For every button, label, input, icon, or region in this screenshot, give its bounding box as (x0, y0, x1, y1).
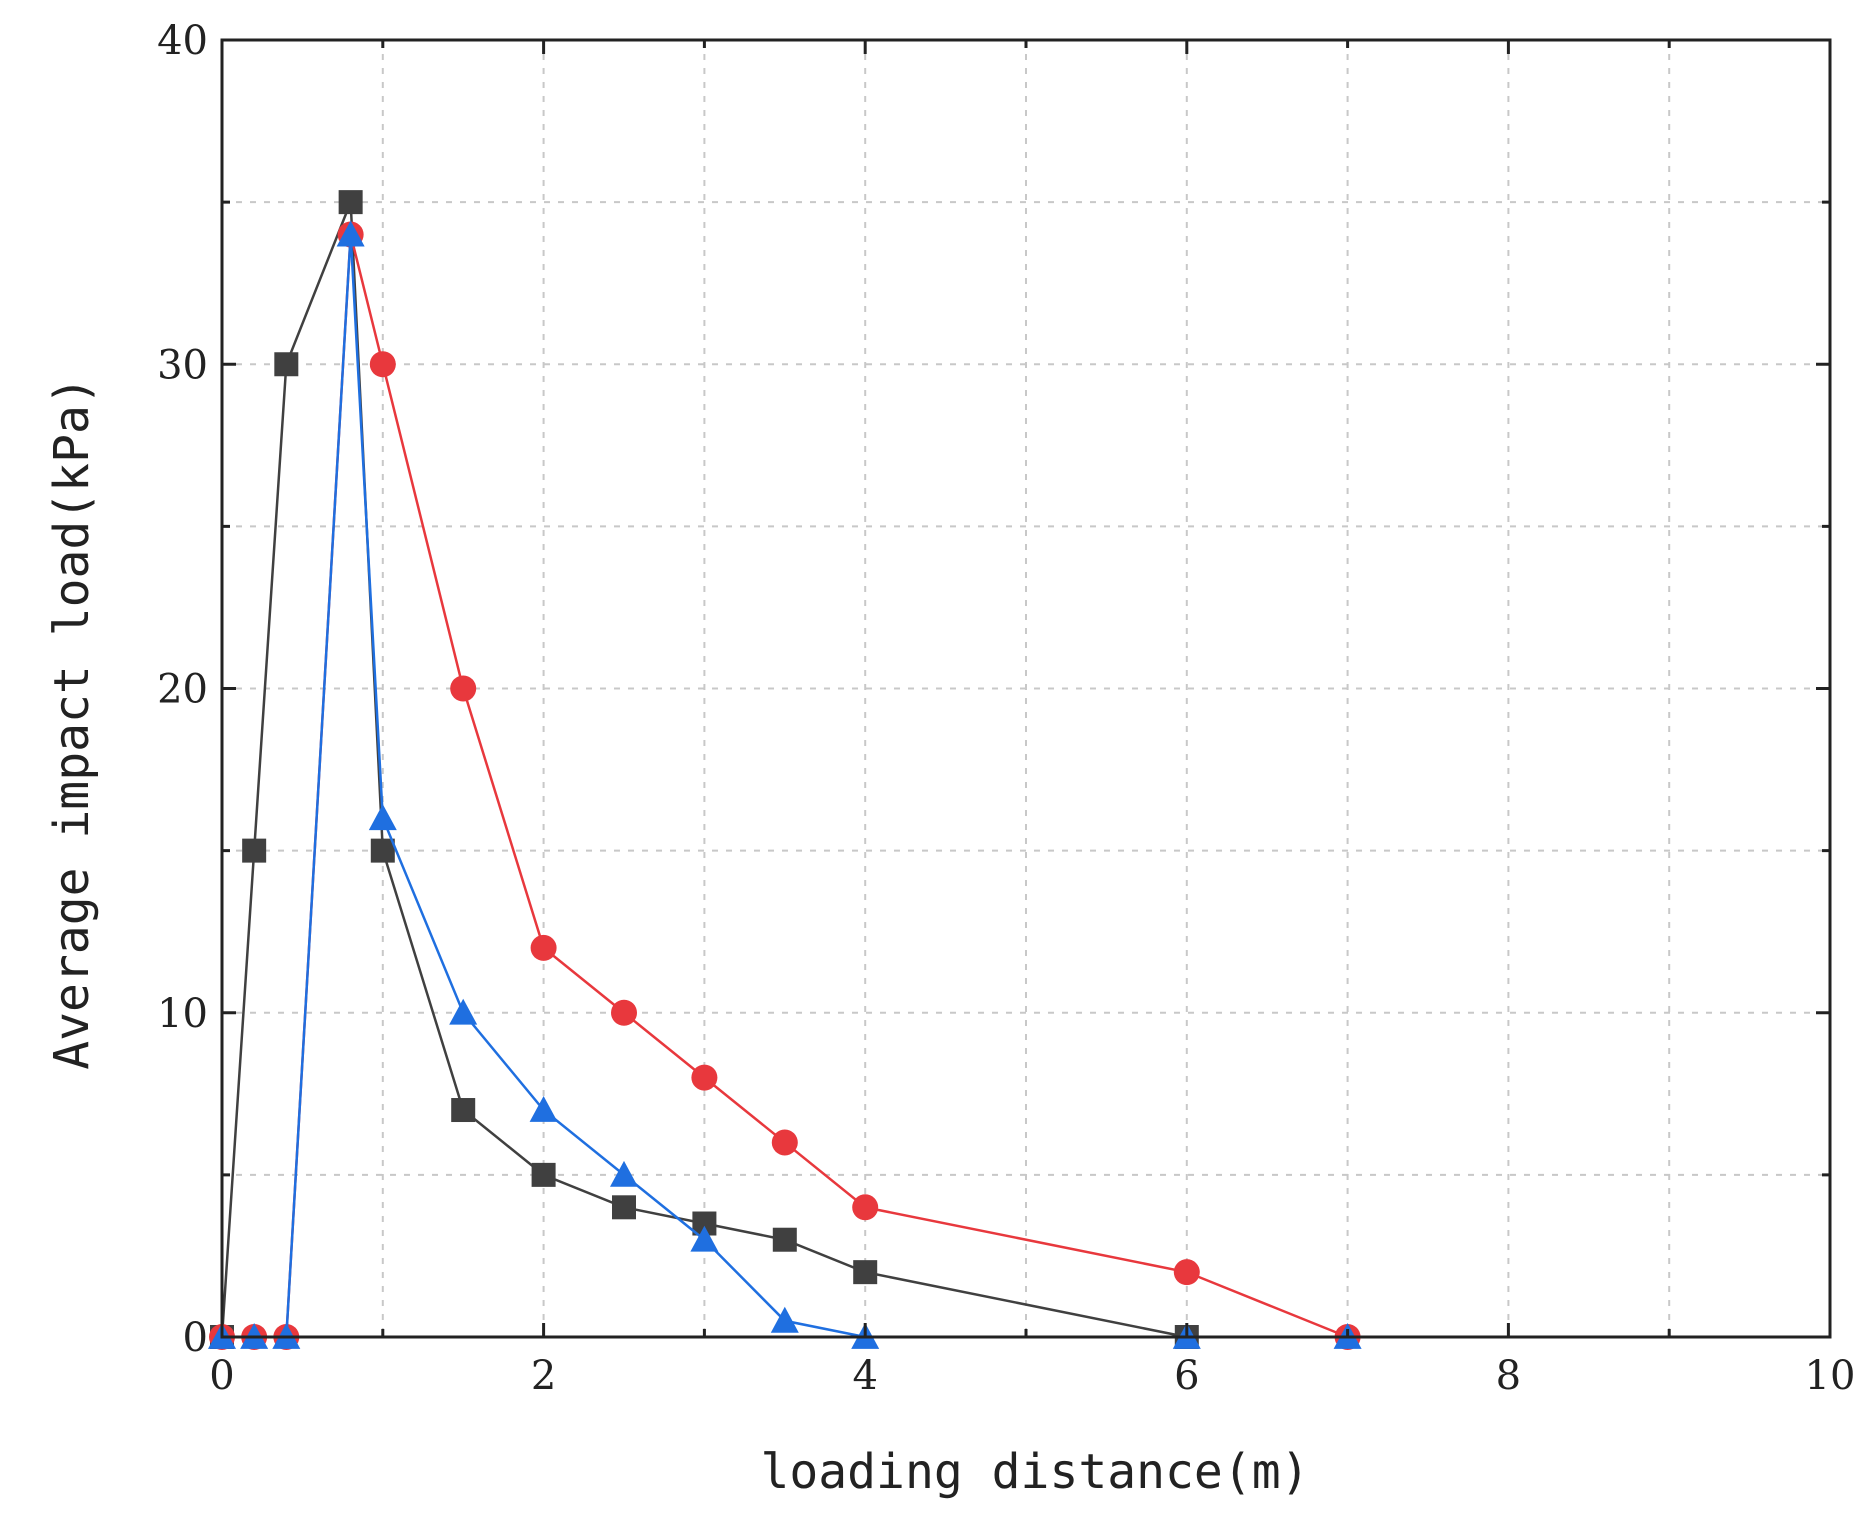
data-point-square (274, 352, 299, 377)
data-point-circle (369, 351, 396, 378)
data-point-circle (852, 1194, 879, 1221)
series-3 (208, 220, 1362, 1349)
series-line (222, 234, 1349, 1339)
series-line (220, 201, 1188, 1339)
y-tick-label: 30 (157, 342, 208, 388)
data-point-square (772, 1227, 797, 1252)
data-point-square (242, 838, 267, 863)
x-tick-label: 8 (1496, 1353, 1521, 1399)
data-point-triangle (336, 220, 365, 247)
x-tick-label: 0 (209, 1353, 234, 1399)
data-point-square (370, 838, 395, 863)
data-point-triangle (770, 1306, 799, 1333)
data-point-square (853, 1260, 878, 1285)
y-tick-label: 40 (157, 18, 208, 64)
data-point-circle (530, 934, 557, 961)
x-axis-label: loading distance(m) (760, 1444, 1309, 1500)
data-point-circle (771, 1129, 798, 1156)
tick-labels: 0 2 4 6 8 10 0 10 20 30 40 (157, 18, 1855, 1399)
data-point-circle (691, 1064, 718, 1091)
data-point-triangle (449, 998, 478, 1025)
data-point-square (612, 1195, 636, 1220)
x-tick-label: 2 (531, 1353, 556, 1399)
y-tick-label: 20 (157, 667, 208, 713)
data-point-circle (450, 675, 477, 702)
data-point-square (338, 190, 363, 215)
axes (220, 38, 1832, 1339)
data-point-triangle (690, 1225, 719, 1252)
data-point-square (451, 1098, 476, 1123)
x-tick-label: 6 (1174, 1353, 1199, 1399)
x-tick-label: 10 (1805, 1353, 1856, 1399)
y-tick-label: 10 (157, 991, 208, 1037)
data-point-triangle (610, 1160, 638, 1187)
y-axis-label: Average impact load(kPa) (44, 376, 100, 1070)
data-point-square (531, 1162, 556, 1187)
data-point-triangle (368, 804, 397, 831)
data-point-triangle (529, 1096, 558, 1122)
y-tick-label: 0 (183, 1315, 208, 1361)
data-point-circle (1173, 1259, 1200, 1286)
data-point-circle (611, 999, 637, 1026)
x-tick-label: 4 (852, 1353, 877, 1399)
